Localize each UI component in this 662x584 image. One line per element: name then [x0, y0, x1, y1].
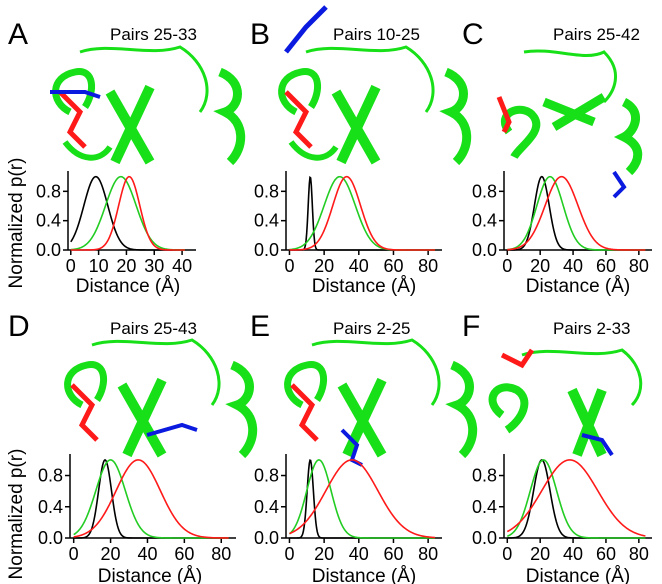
panel-f: F Pairs 2-33 0.0 0.4 0.8 0 20 40 60 80 — [462, 310, 652, 564]
x-tick-label-e-4: 80 — [418, 544, 438, 564]
panel-c: C Pairs 25-42 0.0 0.4 0.8 0 20 40 60 80 — [462, 18, 652, 276]
x-tick-label-a-4: 40 — [172, 256, 192, 276]
series-green-f — [506, 459, 646, 539]
x-tick-label-f-4: 80 — [629, 544, 649, 564]
x-tick-label-c-2: 40 — [563, 256, 583, 276]
x-tick-label-b-2: 40 — [349, 256, 369, 276]
y-tick-label-f-2: 0.8 — [472, 466, 497, 486]
x-tick-label-e-2: 40 — [349, 544, 369, 564]
x-tick-label-c-0: 0 — [502, 256, 512, 276]
row1-ylabel: Normalized p(r) — [6, 158, 27, 289]
panel-letter-f: F — [462, 310, 480, 343]
y-tick-label-c-2: 0.8 — [472, 181, 497, 201]
y-tick-label-b-1: 0.4 — [254, 211, 279, 231]
y-tick-label-d-2: 0.8 — [38, 466, 63, 486]
x-tick-label-f-1: 20 — [530, 544, 550, 564]
panel-letter-c: C — [462, 18, 484, 51]
panel-letter-d: D — [8, 310, 30, 343]
x-tick-label-a-2: 20 — [116, 256, 136, 276]
series-black-a — [70, 175, 185, 251]
chart-c: 0.0 0.4 0.8 0 20 40 60 80 — [472, 171, 652, 276]
panel-b: B Pairs 10-25 0.0 0.4 0.8 0 20 40 60 80 — [250, 5, 472, 276]
panel-title-e: Pairs 2-25 — [333, 319, 410, 338]
xlabel-d: Distance (Å) — [98, 566, 203, 584]
panel-a: A Pairs 25-33 0.0 0.4 0.8 0 10 20 30 40 — [8, 18, 246, 276]
y-tick-label-c-1: 0.4 — [472, 211, 497, 231]
x-tick-label-d-0: 0 — [69, 544, 79, 564]
xlabel-a: Distance (Å) — [76, 276, 181, 297]
series-green-d — [73, 459, 229, 539]
x-tick-label-d-3: 60 — [174, 544, 194, 564]
panel-letter-a: A — [8, 18, 28, 51]
y-tick-label-e-0: 0.0 — [254, 528, 279, 548]
xlabel-e: Distance (Å) — [312, 566, 417, 584]
panel-e: E Pairs 2-25 0.0 0.4 0.8 0 20 40 60 80 — [250, 310, 478, 564]
chart-d: 0.0 0.4 0.8 0 20 40 60 80 — [38, 454, 236, 564]
y-tick-label-d-1: 0.4 — [38, 497, 63, 517]
chart-e: 0.0 0.4 0.8 0 20 40 60 80 — [254, 454, 442, 564]
series-red-f — [506, 459, 646, 537]
x-tick-label-c-3: 60 — [596, 256, 616, 276]
y-tick-label-b-2: 0.8 — [254, 181, 279, 201]
series-red-a — [70, 175, 185, 251]
protein-structure-a — [50, 45, 246, 166]
x-tick-label-b-3: 60 — [383, 256, 403, 276]
chart-f: 0.0 0.4 0.8 0 20 40 60 80 — [472, 454, 652, 564]
protein-structure-e — [284, 338, 478, 467]
y-tick-label-a-2: 0.8 — [36, 181, 61, 201]
x-tick-label-b-1: 20 — [314, 256, 334, 276]
x-tick-label-d-1: 20 — [101, 544, 121, 564]
panel-letter-e: E — [250, 310, 270, 343]
series-red-b — [289, 175, 436, 251]
y-tick-label-c-0: 0.0 — [472, 240, 497, 260]
panel-title-d: Pairs 25-43 — [110, 319, 197, 338]
x-tick-label-c-1: 20 — [530, 256, 550, 276]
y-tick-label-a-1: 0.4 — [36, 211, 61, 231]
panel-letter-b: B — [250, 18, 270, 51]
x-tick-label-a-3: 30 — [144, 256, 164, 276]
protein-structure-b — [278, 5, 472, 166]
x-tick-label-d-2: 40 — [137, 544, 157, 564]
panel-d: D Pairs 25-43 0.0 0.4 0.8 0 20 40 60 80 — [8, 310, 258, 564]
x-tick-label-e-1: 20 — [314, 544, 334, 564]
y-tick-label-b-0: 0.0 — [254, 240, 279, 260]
x-tick-label-a-0: 0 — [66, 256, 76, 276]
series-red-d — [73, 459, 229, 539]
panel-title-a: Pairs 25-33 — [110, 25, 197, 44]
xlabel-f: Distance (Å) — [526, 566, 631, 584]
series-red-e — [289, 459, 436, 539]
x-tick-label-d-4: 80 — [211, 544, 231, 564]
y-tick-label-f-1: 0.4 — [472, 497, 497, 517]
xlabel-c: Distance (Å) — [526, 276, 631, 297]
y-tick-label-e-2: 0.8 — [254, 466, 279, 486]
chart-a: 0.0 0.4 0.8 0 10 20 30 40 — [36, 171, 196, 276]
panel-title-f: Pairs 2-33 — [553, 319, 630, 338]
x-tick-label-c-4: 80 — [629, 256, 649, 276]
panel-title-c: Pairs 25-42 — [553, 25, 640, 44]
x-tick-label-f-2: 40 — [563, 544, 583, 564]
y-tick-label-e-1: 0.4 — [254, 497, 279, 517]
series-green-a — [70, 175, 185, 251]
y-tick-label-a-0: 0.0 — [36, 240, 61, 260]
y-tick-label-d-0: 0.0 — [38, 528, 63, 548]
x-tick-label-b-4: 80 — [418, 256, 438, 276]
y-tick-label-f-0: 0.0 — [472, 528, 497, 548]
protein-structure-c — [496, 49, 643, 199]
x-tick-label-b-0: 0 — [284, 256, 294, 276]
x-tick-label-a-1: 10 — [89, 256, 109, 276]
row2-ylabel: Normalized p(r) — [6, 449, 27, 580]
panel-title-b: Pairs 10-25 — [333, 25, 420, 44]
protein-structure-f — [488, 348, 643, 458]
x-tick-label-f-3: 60 — [596, 544, 616, 564]
chart-b: 0.0 0.4 0.8 0 20 40 60 80 — [254, 171, 442, 276]
protein-structure-d — [64, 338, 258, 459]
x-tick-label-e-0: 0 — [284, 544, 294, 564]
x-tick-label-e-3: 60 — [383, 544, 403, 564]
x-tick-label-f-0: 0 — [502, 544, 512, 564]
series-green-e — [288, 459, 436, 539]
series-red-c — [507, 175, 646, 251]
xlabel-b: Distance (Å) — [312, 276, 417, 297]
